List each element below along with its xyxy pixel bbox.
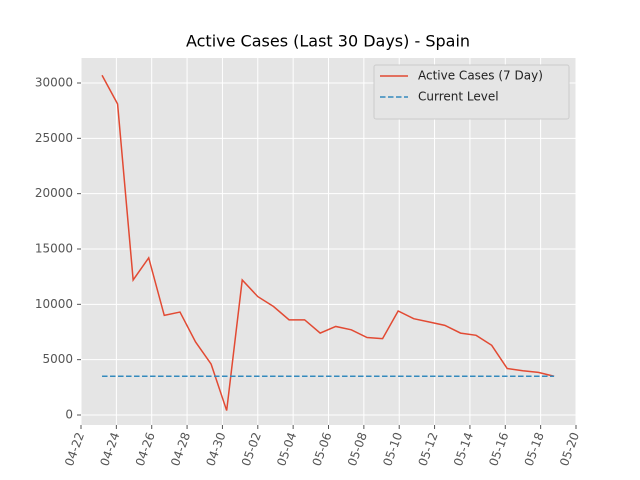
- x-tick-label: 05-08: [345, 430, 370, 468]
- x-tick-label: 05-10: [380, 430, 405, 468]
- y-tick-label: 15000: [35, 241, 73, 255]
- x-tick-label: 05-04: [274, 430, 299, 468]
- x-tick-label: 05-14: [451, 430, 476, 468]
- chart-title: Active Cases (Last 30 Days) - Spain: [186, 32, 470, 51]
- y-tick-label: 5000: [42, 352, 73, 366]
- x-tick-label: 05-12: [416, 430, 441, 468]
- x-tick-label: 04-26: [133, 430, 158, 468]
- x-tick-label: 05-20: [557, 430, 582, 468]
- y-tick-label: 30000: [35, 75, 73, 89]
- x-tick-label: 04-28: [168, 430, 193, 468]
- x-tick-label: 05-16: [486, 430, 511, 468]
- y-tick-label: 0: [65, 407, 73, 421]
- y-tick-label: 10000: [35, 297, 73, 311]
- y-tick-label: 25000: [35, 131, 73, 145]
- legend-label: Active Cases (7 Day): [418, 69, 543, 83]
- legend-box: [373, 64, 570, 120]
- x-tick-label: 05-02: [239, 430, 264, 468]
- x-tick-label: 05-18: [522, 430, 547, 468]
- x-tick-label: 05-06: [310, 430, 335, 468]
- y-tick-label: 20000: [35, 186, 73, 200]
- x-tick-label: 04-22: [62, 430, 87, 468]
- x-tick-label: 04-24: [97, 430, 122, 468]
- x-tick-label: 04-30: [203, 430, 228, 468]
- legend-label: Current Level: [418, 90, 499, 104]
- series-line: [101, 74, 555, 411]
